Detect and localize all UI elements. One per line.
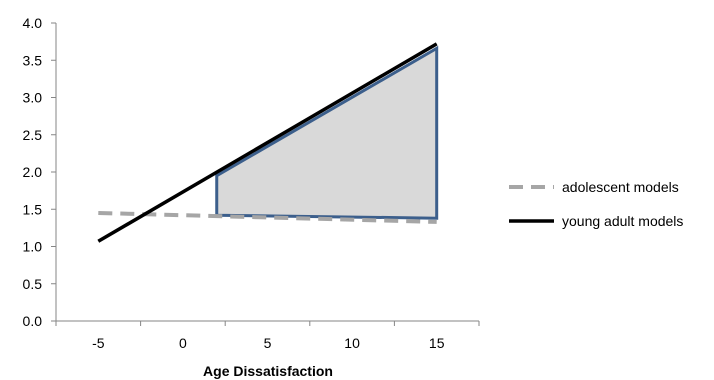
- x-tick-label: 5: [264, 335, 272, 351]
- shaded-region-layer: [215, 45, 439, 220]
- y-tick-label: 1.0: [23, 239, 43, 255]
- legend: adolescent models young adult models: [509, 179, 683, 229]
- y-tick-label: 2.5: [23, 127, 43, 143]
- y-tick-label: 1.5: [23, 201, 43, 217]
- x-tick-label: 15: [429, 335, 445, 351]
- y-tick-label: 0.0: [23, 313, 43, 329]
- legend-label-1: young adult models: [562, 213, 683, 229]
- y-tick-label: 0.5: [23, 276, 43, 292]
- y-tick-label: 3.5: [23, 52, 43, 68]
- legend-label-0: adolescent models: [562, 179, 679, 195]
- y-tick-label: 4.0: [23, 15, 43, 31]
- y-tick-label: 3.0: [23, 90, 43, 106]
- shaded-region: [215, 45, 439, 220]
- series-line-1: [97, 42, 438, 243]
- series-layer: [97, 42, 438, 243]
- x-tick-label: 10: [344, 335, 360, 351]
- x-tick-label: 0: [179, 335, 187, 351]
- series-line-0: [98, 210, 437, 224]
- x-tick-label: -5: [92, 335, 105, 351]
- y-tick-label: 2.0: [23, 164, 43, 180]
- x-axis-title: Age Dissatisfaction: [203, 363, 333, 379]
- axis-layer: 0.0 0.5 1.0 1.5 2.0 2.5 3.0 3.5 4.0 -5 0 5 10 15: [23, 15, 480, 351]
